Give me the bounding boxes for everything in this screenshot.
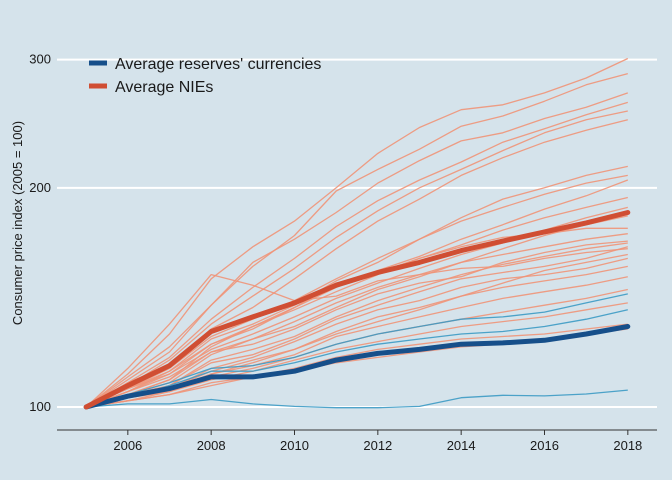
x-tick-label-2008: 2008: [197, 438, 226, 453]
x-tick-label-2010: 2010: [280, 438, 309, 453]
y-tick-label-200: 200: [29, 180, 51, 195]
legend-label-reserves: Average reserves' currencies: [115, 56, 321, 73]
grid: [57, 58, 657, 409]
x-tick-label-2012: 2012: [363, 438, 392, 453]
nies-series-line-2: [85, 57, 629, 408]
nies-series-line-4: [85, 92, 629, 408]
nies-series-line-3: [85, 72, 628, 408]
nies-series-line-8: [85, 165, 628, 408]
nies-series-line-5: [85, 101, 628, 408]
x-tick-label-2018: 2018: [613, 438, 642, 453]
reserves-series-line-2: [86, 309, 628, 408]
nies_avg-line: [83, 210, 631, 410]
x-tick-label-2016: 2016: [530, 438, 559, 453]
legend-label-nies: Average NIEs: [115, 79, 213, 96]
nies-series-line-23: [86, 196, 628, 408]
reserves-series-line-1: [86, 293, 628, 408]
x-tick-label-2006: 2006: [113, 438, 142, 453]
reserves_avg-line: [83, 324, 631, 410]
x-axis: 2006 2008 2010 2012 2014 2016 2018: [57, 429, 657, 453]
average-series: [83, 210, 631, 410]
nies-series-line-14: [85, 240, 628, 408]
y-tick-label-100: 100: [29, 399, 51, 414]
y-tick-label-300: 300: [29, 52, 51, 67]
nies-series-line-26: [86, 242, 628, 408]
y-axis: 100 200 300: [29, 52, 51, 414]
reserves-series-line-3: [86, 389, 628, 409]
nies-series-line-1: [85, 248, 628, 408]
nies-series-line-20: [86, 302, 628, 408]
nies-series-line-6: [85, 110, 628, 408]
legend: Average reserves' currencies Average NIE…: [89, 56, 321, 96]
y-axis-title: Consumer price index (2005 = 100): [10, 121, 25, 325]
nies-series-line-13: [86, 233, 628, 408]
x-tick-label-2014: 2014: [447, 438, 476, 453]
nies-series-line-22: [86, 215, 628, 408]
